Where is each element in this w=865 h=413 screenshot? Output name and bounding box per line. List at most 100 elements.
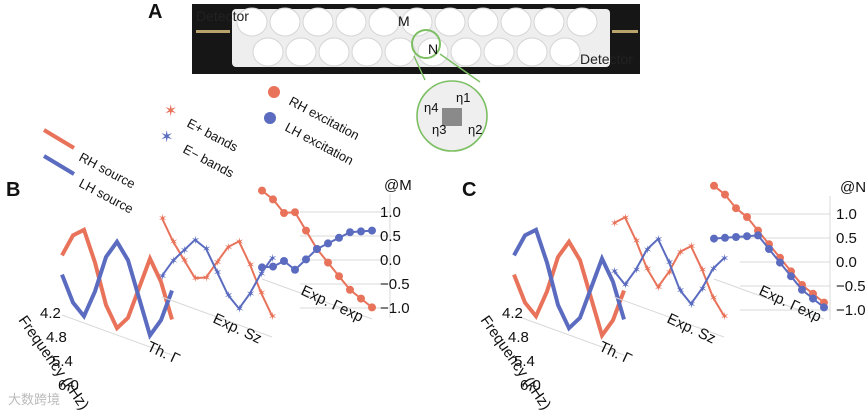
star-marker: ✶ bbox=[676, 247, 685, 259]
star-marker: ✶ bbox=[235, 304, 244, 316]
chart-panel-b: 1.00.50.0−0.5−1.0@MTh. Γ✶✶✶✶ ✶✶✶ ✶✶✶✶✶✶✶✶✶… bbox=[15, 177, 412, 413]
data-point bbox=[335, 272, 343, 281]
panel-letter-a: A bbox=[148, 1, 162, 23]
series-line bbox=[60, 226, 174, 332]
x-tick-label: 5.4 bbox=[514, 353, 535, 370]
cylinder-scatterer bbox=[252, 37, 284, 67]
star-marker: ✶ bbox=[610, 218, 619, 230]
star-marker: ✶ bbox=[709, 264, 718, 276]
star-marker: ✶ bbox=[213, 267, 222, 279]
data-point bbox=[721, 190, 729, 199]
cylinder-scatterer bbox=[549, 37, 581, 67]
star-marker: ✶ bbox=[158, 213, 167, 225]
data-point bbox=[335, 233, 343, 242]
star-marker: ✶ bbox=[202, 244, 211, 256]
data-point bbox=[732, 204, 740, 213]
cylinder-scatterer bbox=[483, 37, 515, 67]
star-marker: ✶ bbox=[158, 271, 167, 283]
data-point bbox=[787, 272, 795, 281]
data-point bbox=[291, 208, 299, 217]
photo-panel-a: Detector Detector M N bbox=[192, 4, 640, 74]
eta-label-4: η4 bbox=[424, 100, 438, 115]
data-point bbox=[258, 263, 266, 272]
x-tick-label: 5.4 bbox=[52, 353, 73, 370]
z-tick-label: −0.5 bbox=[380, 276, 410, 293]
z-tick-label: 1.0 bbox=[380, 204, 401, 221]
z-tick-label: 0.0 bbox=[836, 254, 857, 271]
position-label: @M bbox=[384, 177, 412, 194]
star-marker: ✶ bbox=[665, 257, 674, 269]
z-tick-label: 0.5 bbox=[836, 230, 857, 247]
data-point bbox=[710, 234, 718, 243]
data-point bbox=[302, 255, 310, 264]
series-line bbox=[613, 216, 725, 317]
data-point bbox=[721, 233, 729, 242]
data-point bbox=[743, 232, 751, 241]
data-point bbox=[732, 233, 740, 241]
x-tick-label: 4.2 bbox=[40, 305, 61, 322]
cylinder-scatterer bbox=[335, 7, 367, 37]
legend-lh-excitation-marker bbox=[264, 112, 276, 124]
star-marker: ✶ bbox=[257, 288, 266, 300]
star-marker: ✶ bbox=[654, 282, 663, 294]
star-marker: ✶ bbox=[246, 288, 255, 300]
star-marker: ✶ bbox=[169, 256, 178, 268]
data-point bbox=[357, 294, 365, 303]
position-label-n: N bbox=[428, 41, 438, 57]
plane-baseline bbox=[261, 278, 373, 320]
star-marker: ✶ bbox=[621, 212, 630, 224]
star-marker: ✶ bbox=[621, 280, 630, 292]
series-line bbox=[512, 226, 626, 332]
data-point bbox=[302, 226, 310, 235]
star-marker: ✶ bbox=[180, 255, 189, 267]
data-point bbox=[269, 195, 277, 204]
eta-label-3: η3 bbox=[432, 122, 446, 137]
data-point bbox=[324, 258, 332, 267]
data-point bbox=[280, 209, 288, 217]
cylinder-scatterer bbox=[318, 37, 350, 67]
cylinder-array bbox=[236, 7, 598, 67]
cylinder-scatterer bbox=[236, 7, 268, 37]
source-array-icon bbox=[442, 108, 462, 126]
legend-rh-source-line bbox=[42, 128, 76, 150]
plane-baseline bbox=[61, 314, 173, 356]
panel-letter-b: B bbox=[6, 179, 20, 201]
legend-lh-source-line bbox=[42, 154, 76, 176]
series-line bbox=[613, 237, 725, 306]
star-marker: ✶ bbox=[191, 273, 200, 285]
star-marker: ✶ bbox=[191, 235, 200, 247]
plane-baseline bbox=[513, 314, 625, 356]
inset-source-circle bbox=[411, 29, 441, 59]
depth-label: Exp. Γexp bbox=[298, 282, 366, 326]
series-line bbox=[512, 238, 626, 340]
star-marker: ✶ bbox=[268, 311, 277, 323]
position-label: @N bbox=[840, 179, 865, 196]
star-marker: ✶ bbox=[709, 292, 718, 304]
plane-baseline bbox=[713, 278, 825, 320]
cylinder-scatterer bbox=[285, 37, 317, 67]
data-point bbox=[368, 226, 376, 235]
plane-baseline bbox=[613, 296, 725, 338]
star-marker: ✶ bbox=[224, 290, 233, 302]
z-tick-label: 0.5 bbox=[380, 228, 401, 245]
data-point bbox=[798, 285, 806, 294]
star-icon-rh: ✶ bbox=[164, 103, 177, 120]
star-marker: ✶ bbox=[698, 264, 707, 276]
data-point bbox=[269, 262, 277, 271]
x-tick-label: 4.8 bbox=[46, 329, 67, 346]
star-marker: ✶ bbox=[632, 264, 641, 276]
position-label-m: M bbox=[398, 13, 410, 29]
plane-baseline bbox=[161, 296, 273, 338]
star-marker: ✶ bbox=[698, 284, 707, 296]
data-point bbox=[710, 181, 718, 190]
star-marker: ✶ bbox=[643, 244, 652, 256]
star-marker: ✶ bbox=[180, 245, 189, 257]
cylinder-scatterer bbox=[467, 7, 499, 37]
x-tick-label: 4.2 bbox=[502, 305, 523, 322]
data-point bbox=[754, 231, 762, 240]
x-axis-label: Frequency (kHz) bbox=[477, 313, 555, 413]
data-point bbox=[346, 285, 354, 294]
star-marker: ✶ bbox=[665, 267, 674, 279]
data-point bbox=[765, 245, 773, 253]
